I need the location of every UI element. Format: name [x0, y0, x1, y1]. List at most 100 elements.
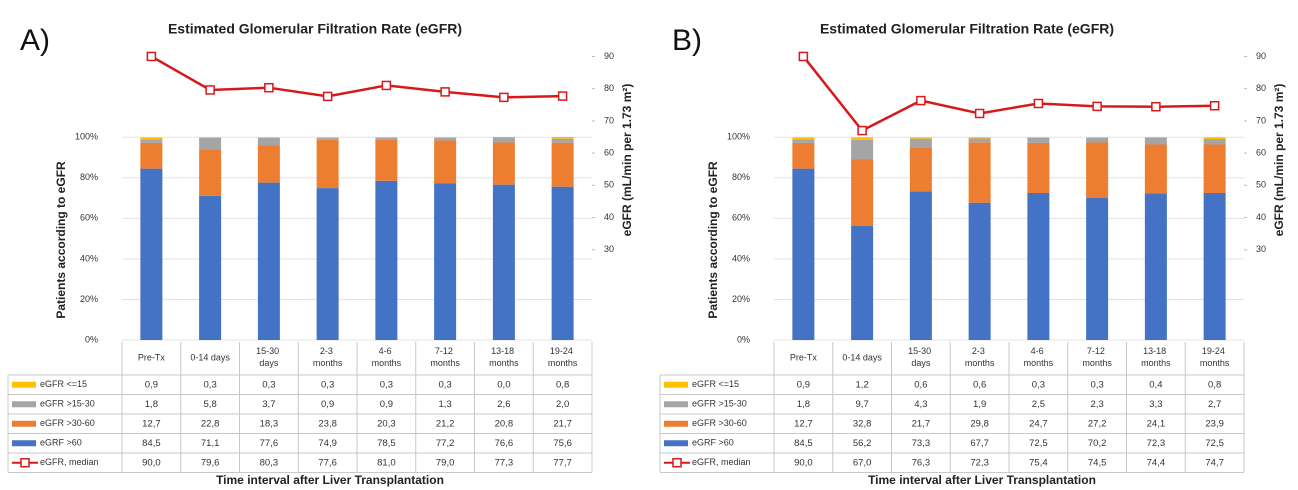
table-value: 21,7: [553, 418, 572, 429]
bar-segment: [909, 147, 932, 192]
y2-tick-label: 30: [604, 244, 614, 254]
table-value: 75,6: [553, 438, 572, 449]
table-value: 76,3: [912, 457, 931, 468]
bar-segment: [1086, 142, 1109, 198]
table-value: 72,3: [970, 457, 989, 468]
bar-segment: [792, 142, 815, 169]
table-value: 20,8: [495, 418, 514, 429]
table-value: 0,6: [973, 379, 986, 390]
table-value: 1,8: [145, 399, 158, 410]
bar-segment: [140, 137, 163, 140]
bar-segment: [851, 137, 874, 140]
line-marker: [440, 87, 450, 97]
bar-segment: [316, 138, 339, 140]
table-value: 56,2: [853, 438, 872, 449]
panel-label: A): [20, 24, 50, 57]
table-value: 90,0: [142, 457, 161, 468]
legend-label: eGRF >60: [692, 438, 734, 448]
table-value: 77,7: [553, 457, 572, 468]
line-marker: [857, 125, 867, 136]
table-value: 74,4: [1147, 457, 1166, 468]
panel: A) Estimated Glomerular Filtration Rate (…: [7, 21, 634, 487]
x-tick-label: Pre-Tx: [138, 352, 166, 362]
bar-segment: [199, 137, 222, 150]
table-value: 0,9: [145, 379, 158, 390]
table-value: 9,7: [856, 399, 869, 410]
legend-label: eGRF >60: [40, 438, 82, 448]
bar-segment: [1086, 137, 1109, 138]
legend-label: eGFR, median: [692, 457, 751, 467]
table-value: 29,8: [970, 418, 989, 429]
y2-tick-label: 40: [1256, 212, 1266, 222]
line-marker: [381, 80, 392, 91]
table-value: 73,3: [912, 438, 931, 449]
x-axis-label: Time interval after Liver Transplantatio…: [868, 473, 1096, 487]
y2-tick-label: 60: [604, 147, 614, 157]
bar-segment: [792, 168, 815, 340]
table-value: 21,7: [912, 418, 931, 429]
bar-segment: [551, 142, 574, 187]
x-tick-label: Pre-Tx: [790, 352, 818, 362]
bar-segment: [375, 137, 398, 140]
table-value: 72,3: [1147, 438, 1166, 449]
legend-swatch: [12, 420, 36, 427]
bar-segment: [551, 186, 574, 340]
chart-title: Estimated Glomerular Filtration Rate (eG…: [168, 21, 462, 37]
table-value: 0,3: [204, 379, 217, 390]
chart-title: Estimated Glomerular Filtration Rate (eG…: [820, 21, 1114, 37]
bar-segment: [140, 142, 163, 169]
table-value: 84,5: [794, 438, 813, 449]
bar-segment: [792, 139, 815, 143]
bar-segment: [199, 137, 222, 138]
line-marker: [916, 95, 926, 106]
y-tick-label: 40%: [732, 253, 750, 263]
table-value: 0,3: [262, 379, 275, 390]
bar-segment: [1203, 139, 1226, 145]
y-tick-label: 60%: [732, 213, 750, 223]
y2-tick-label: 80: [604, 83, 614, 93]
table-value: 0,6: [914, 379, 927, 390]
bar-segment: [140, 139, 163, 143]
table-value: 74,9: [318, 438, 337, 449]
line-marker: [264, 82, 274, 93]
bar-segment: [375, 180, 398, 340]
bar-segment: [434, 183, 457, 340]
y-tick-label: 60%: [80, 213, 98, 223]
x-tick-label: 0-14 days: [190, 352, 230, 362]
table-value: 81,0: [377, 457, 396, 468]
table-value: 2,3: [1091, 399, 1104, 410]
bar-segment: [140, 168, 163, 340]
y2-tick-label: 70: [1256, 115, 1266, 125]
legend-swatch: [664, 440, 688, 447]
table-value: 24,1: [1147, 418, 1166, 429]
table-value: 70,2: [1088, 438, 1107, 449]
table-value: 23,8: [318, 418, 337, 429]
x-tick-label: 4-6 months: [372, 346, 402, 368]
table-value: 90,0: [794, 457, 813, 468]
table-value: 74,5: [1088, 457, 1107, 468]
table-value: 5,8: [204, 399, 217, 410]
bar-segment: [1144, 137, 1167, 145]
table-value: 12,7: [142, 418, 161, 429]
y-tick-label: 80%: [80, 172, 98, 182]
table-value: 0,3: [380, 379, 393, 390]
table-value: 1,9: [973, 399, 986, 410]
line-marker: [499, 92, 509, 103]
table-value: 77,2: [436, 438, 455, 449]
table-value: 0,3: [1032, 379, 1045, 390]
bar-segment: [1027, 137, 1050, 143]
y2-tick-label: 90: [1256, 51, 1266, 61]
table-value: 2,7: [1208, 399, 1221, 410]
y2-tick-label: 70: [604, 115, 614, 125]
table-value: 32,8: [853, 418, 872, 429]
table-value: 78,5: [377, 438, 396, 449]
bar-segment: [316, 137, 339, 139]
table-value: 23,9: [1205, 418, 1224, 429]
y-tick-label: 20%: [732, 294, 750, 304]
bar-segment: [1203, 192, 1226, 340]
line-series: [802, 55, 1215, 133]
table-value: 4,3: [914, 399, 927, 410]
legend-swatch: [664, 401, 688, 408]
table-value: 72,5: [1029, 438, 1048, 449]
x-tick-label: 19-24 months: [1200, 346, 1230, 368]
